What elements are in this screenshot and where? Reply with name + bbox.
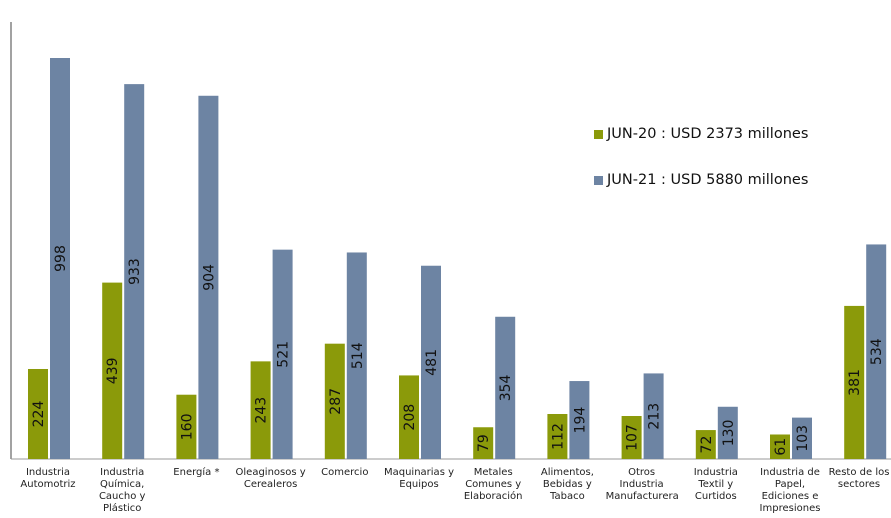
data-label-jun21-10: 103 — [795, 425, 811, 452]
bar-jun20-1 — [102, 282, 123, 459]
data-label-jun20-10: 61 — [773, 438, 789, 456]
data-label-jun20-4: 287 — [328, 388, 344, 415]
category-label: Resto de los sectores — [828, 467, 890, 490]
category-label: Otros Industria Manufacturera — [605, 467, 679, 502]
data-label-jun20-2: 160 — [179, 413, 195, 440]
data-label-jun21-5: 481 — [424, 349, 440, 376]
legend-label-jun21: JUN-21 : USD 5880 millones — [607, 172, 809, 188]
bar-jun20-2 — [176, 394, 197, 459]
data-label-jun21-8: 213 — [647, 403, 663, 430]
category-label: Industria Textil y Curtidos — [693, 467, 738, 502]
data-label-jun21-7: 194 — [572, 407, 588, 434]
bar-jun21-11 — [866, 244, 887, 459]
data-label-jun21-11: 534 — [869, 338, 885, 365]
data-label-jun21-3: 521 — [276, 341, 292, 368]
legend-swatch-jun21 — [594, 175, 603, 185]
bar-jun20-7 — [547, 413, 568, 459]
bar-jun20-9 — [695, 430, 716, 459]
data-label-jun20-3: 243 — [254, 397, 270, 424]
legend: JUN-20 : USD 2373 millones JUN-21 : USD … — [594, 124, 808, 216]
data-label-jun20-7: 112 — [550, 423, 566, 450]
data-label-jun20-5: 208 — [402, 404, 418, 431]
bar-jun21-7 — [569, 381, 590, 459]
bar-jun20-10 — [770, 434, 790, 459]
bar-jun20-4 — [324, 343, 345, 459]
data-label-jun21-6: 354 — [498, 374, 514, 401]
data-label-jun21-0: 998 — [53, 245, 69, 272]
category-label: Metales Comunes y Elaboración — [463, 467, 523, 502]
bar-jun21-3 — [272, 249, 293, 459]
bar-jun21-9 — [717, 406, 738, 459]
data-label-jun21-2: 904 — [201, 264, 217, 291]
bar-jun21-8 — [643, 373, 664, 459]
category-label: Industria de Papel, Ediciones e Impresio… — [759, 467, 821, 514]
bar-jun20-5 — [399, 375, 419, 459]
category-label: Industria Automotriz — [20, 467, 76, 490]
bar-jun21-1 — [124, 84, 145, 459]
legend-item-jun21: JUN-21 : USD 5880 millones — [594, 170, 808, 190]
bar-jun20-8 — [621, 416, 642, 459]
category-label: Energía * — [173, 467, 220, 478]
category-label: Maquinarias y Equipos — [383, 467, 454, 490]
bar-jun20-0 — [28, 368, 48, 459]
bar-jun20-6 — [473, 427, 494, 459]
legend-swatch-jun20 — [594, 129, 603, 139]
bar-jun20-3 — [250, 361, 271, 459]
data-label-jun20-11: 381 — [847, 369, 863, 396]
bar-jun21-10 — [792, 417, 812, 459]
bar-jun20-11 — [844, 305, 865, 459]
bar-jun21-5 — [421, 265, 441, 459]
data-label-jun20-6: 79 — [476, 434, 492, 452]
legend-label-jun20: JUN-20 : USD 2373 millones — [607, 126, 809, 142]
category-label: Oleaginosos y Cerealeros — [235, 467, 306, 490]
data-label-jun20-0: 224 — [31, 401, 47, 428]
bar-jun21-0 — [50, 58, 70, 459]
data-label-jun20-8: 107 — [625, 424, 641, 451]
data-label-jun21-1: 933 — [127, 258, 143, 285]
bar-jun21-4 — [346, 252, 367, 459]
data-label-jun21-9: 130 — [721, 420, 737, 447]
data-label-jun21-4: 514 — [350, 342, 366, 369]
legend-item-jun20: JUN-20 : USD 2373 millones — [594, 124, 808, 144]
data-label-jun20-1: 439 — [105, 357, 121, 384]
bar-jun21-6 — [495, 316, 516, 459]
bar-jun21-2 — [198, 95, 219, 460]
category-label: Industria Química, Caucho y Plástico — [98, 467, 146, 514]
data-label-jun20-9: 72 — [699, 436, 715, 454]
category-label: Comercio — [321, 467, 369, 478]
category-label: Alimentos, Bebidas y Tabaco — [540, 467, 594, 502]
